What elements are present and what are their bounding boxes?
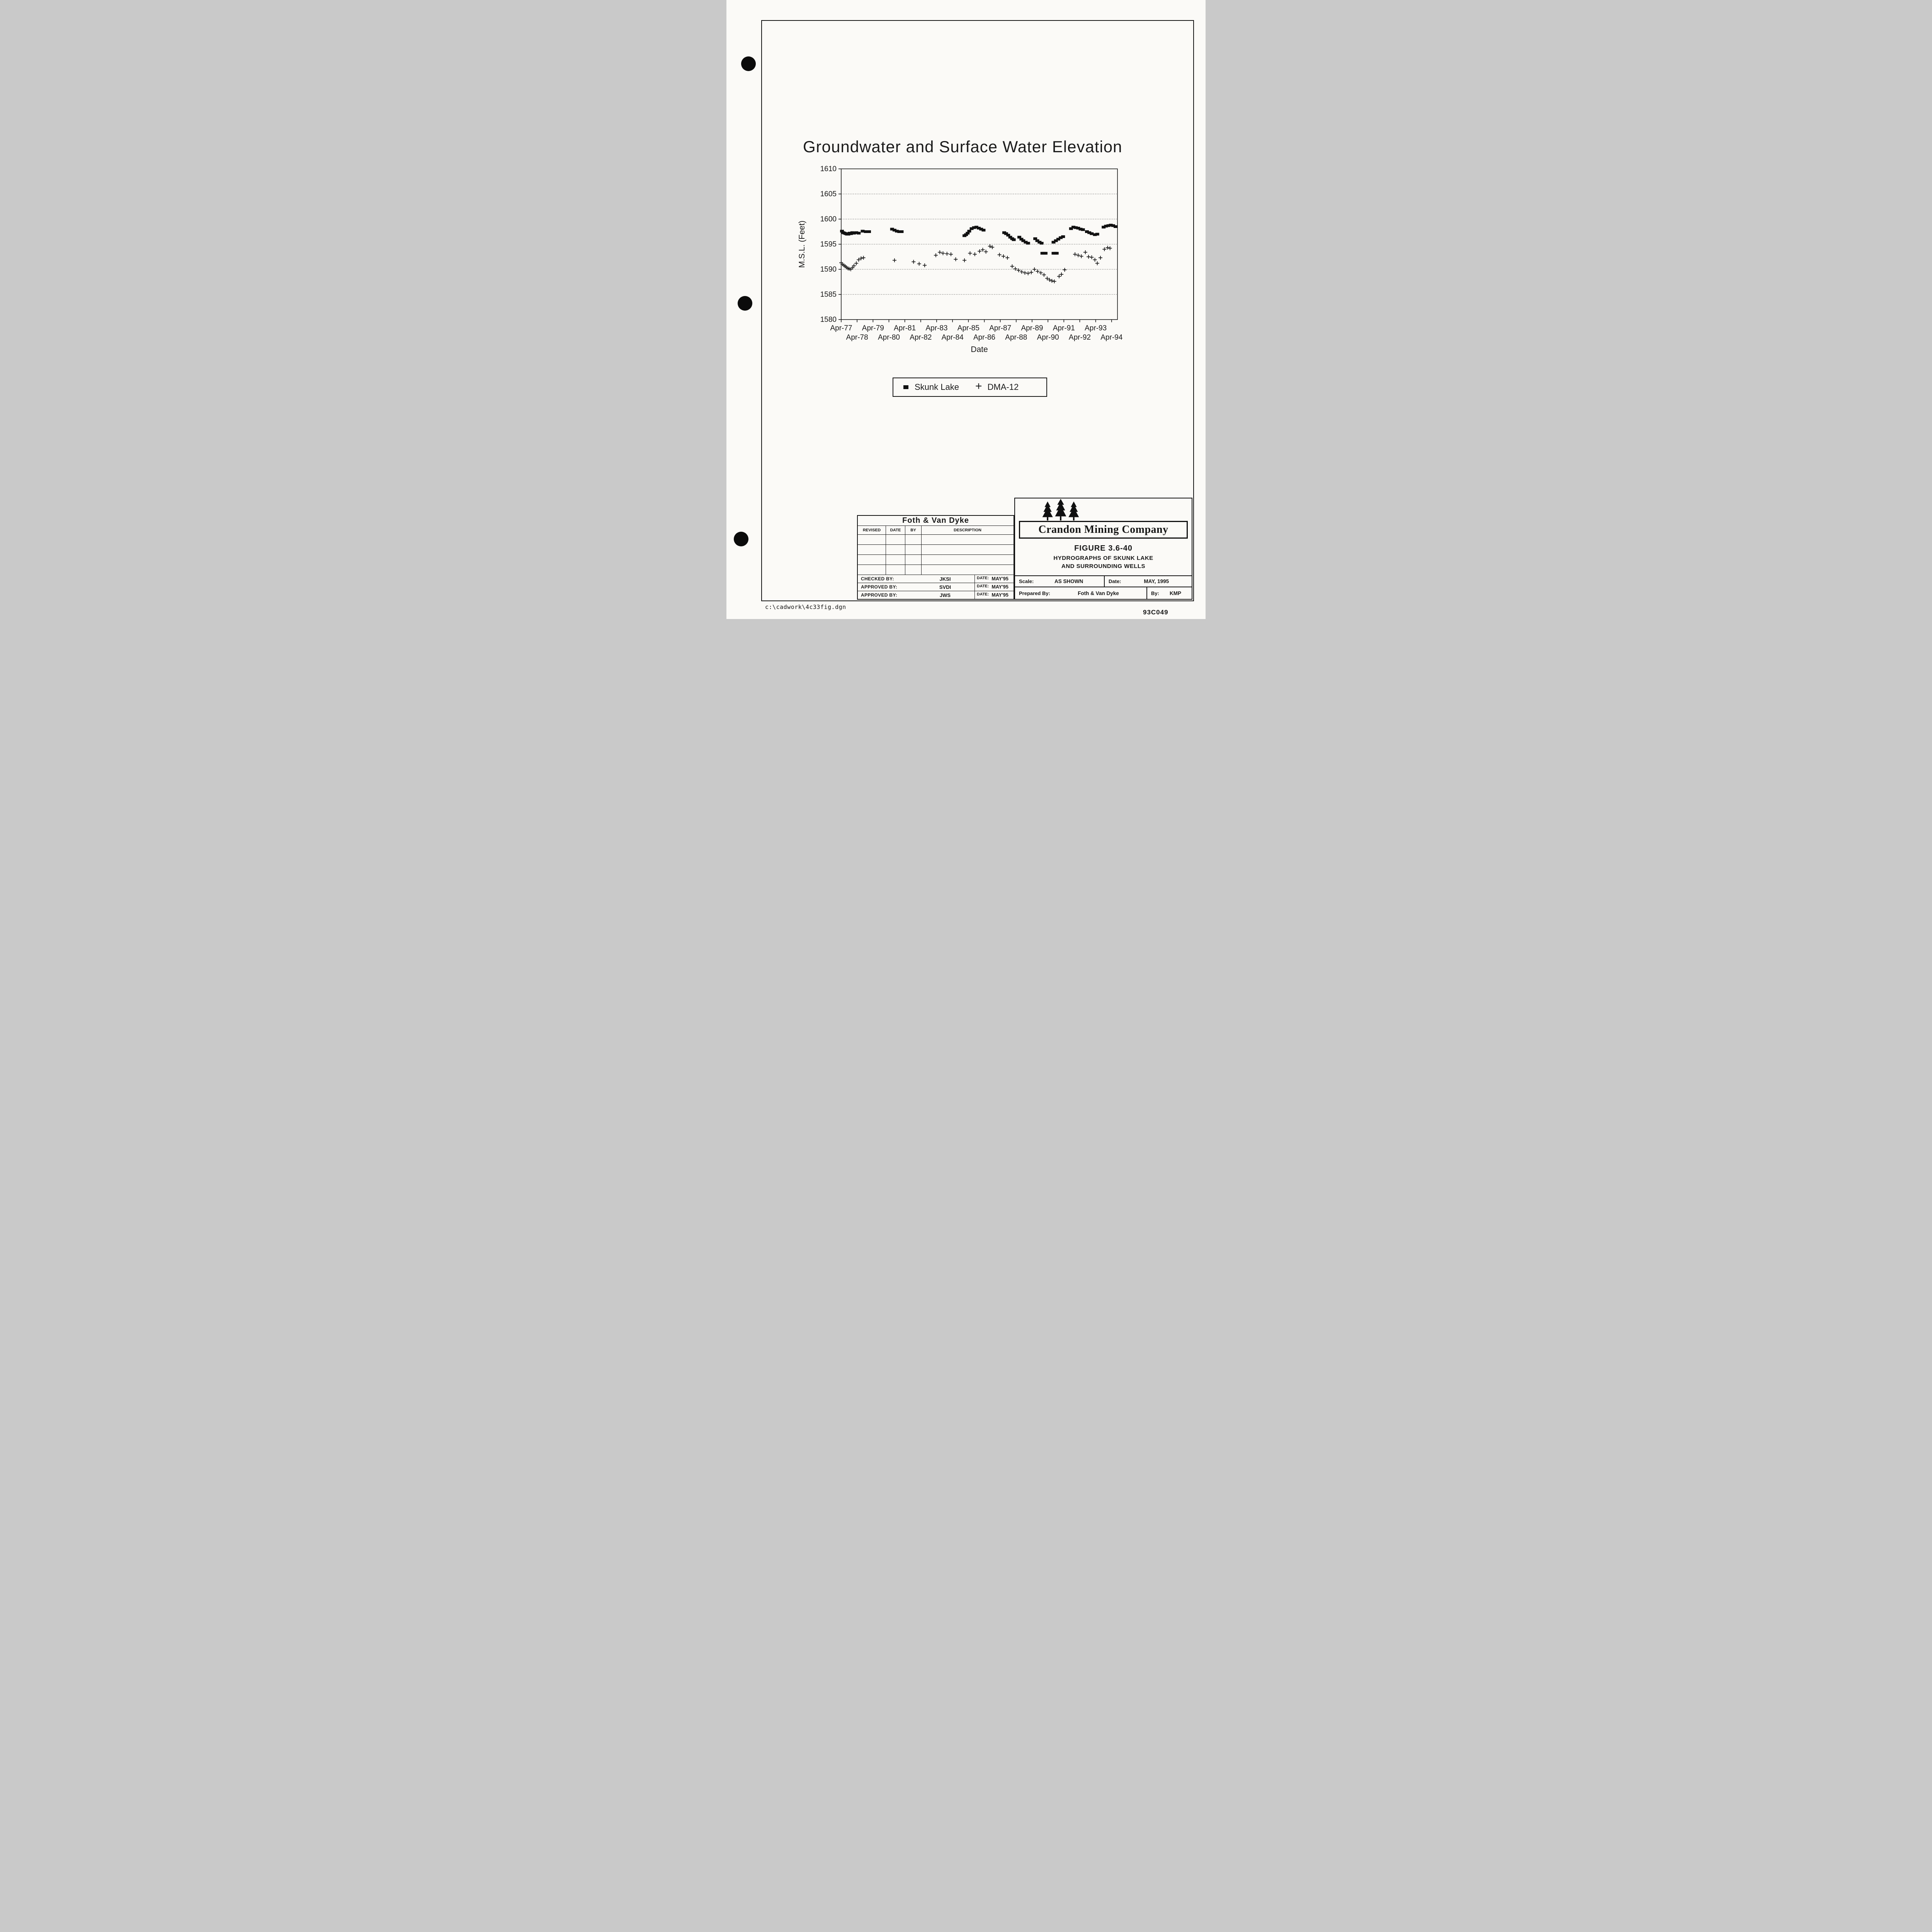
scale-value: AS SHOWN [1054, 578, 1083, 584]
by-label: By: [1151, 590, 1159, 596]
approved-by-name: JWS [916, 591, 975, 599]
svg-text:1610: 1610 [820, 165, 837, 173]
date-label: DATE: [977, 584, 989, 588]
figure-title-line2: AND SURROUNDING WELLS [1061, 563, 1146, 570]
approved-by-row: APPROVED BY: SVDI DATE: MAY'95 [858, 583, 1014, 591]
svg-text:Apr-85: Apr-85 [957, 324, 980, 332]
col-header-by: BY [905, 526, 921, 534]
svg-text:1600: 1600 [820, 215, 837, 223]
date-value: MAY'95 [992, 584, 1009, 590]
svg-text:Apr-89: Apr-89 [1021, 324, 1043, 332]
prepared-by-value: Foth & Van Dyke [1078, 590, 1119, 596]
approved-by-row: APPROVED BY: JWS DATE: MAY'95 [858, 591, 1014, 599]
svg-text:Apr-77: Apr-77 [830, 324, 852, 332]
date-label: Date: [1109, 578, 1121, 584]
binder-hole [734, 532, 748, 546]
company-name: Crandon Mining Company [1019, 521, 1188, 539]
svg-text:1595: 1595 [820, 240, 837, 248]
checked-by-row: CHECKED BY: JKSI DATE: MAY'95 [858, 575, 1014, 583]
svg-text:Apr-88: Apr-88 [1005, 333, 1027, 342]
revision-empty-row [858, 544, 1014, 554]
scale-label: Scale: [1019, 578, 1034, 584]
prepared-by-label: Prepared By: [1019, 590, 1050, 596]
svg-text:Date: Date [971, 345, 988, 354]
checked-by-label: CHECKED BY: [858, 575, 916, 583]
date-label: DATE: [977, 592, 989, 597]
sheet-border [761, 20, 1194, 601]
checked-by-date: DATE: MAY'95 [975, 575, 1014, 583]
svg-text:M.S.L. (Feet): M.S.L. (Feet) [798, 221, 806, 268]
approved-by-label: APPROVED BY: [858, 583, 916, 591]
svg-text:Apr-84: Apr-84 [942, 333, 964, 342]
col-header-description: DESCRIPTION [921, 526, 1014, 534]
square-marker-icon [903, 385, 908, 389]
figure-number: FIGURE 3.6-40 [1074, 544, 1133, 553]
binder-hole [738, 296, 752, 311]
revision-empty-row [858, 565, 1014, 575]
revision-table: Foth & Van Dyke REVISED DATE BY DESCRIPT… [857, 515, 1014, 600]
approved-by-date: DATE: MAY'95 [975, 583, 1014, 591]
svg-text:Apr-90: Apr-90 [1037, 333, 1059, 342]
prepared-by-row: Prepared By: Foth & Van Dyke By: KMP [1015, 587, 1192, 599]
svg-text:Apr-78: Apr-78 [846, 333, 868, 342]
col-header-revised: REVISED [858, 526, 886, 534]
svg-text:Apr-82: Apr-82 [910, 333, 932, 342]
svg-text:1605: 1605 [820, 190, 837, 198]
firm-name: Foth & Van Dyke [902, 516, 969, 525]
svg-text:Apr-93: Apr-93 [1085, 324, 1107, 332]
svg-text:Apr-80: Apr-80 [878, 333, 900, 342]
svg-text:Apr-86: Apr-86 [973, 333, 995, 342]
checked-by-name: JKSI [916, 575, 975, 583]
pine-trees-icon [1015, 498, 1192, 521]
date-value: MAY'95 [992, 592, 1009, 598]
revision-empty-row [858, 554, 1014, 565]
legend-label-dma-12: DMA-12 [987, 382, 1019, 392]
svg-text:Apr-91: Apr-91 [1053, 324, 1075, 332]
svg-text:1585: 1585 [820, 291, 837, 299]
svg-text:1580: 1580 [820, 316, 837, 324]
approved-by-name: SVDI [916, 583, 975, 591]
document-number: 93C049 [1143, 609, 1168, 616]
by-value: KMP [1169, 590, 1181, 596]
svg-text:Apr-87: Apr-87 [989, 324, 1011, 332]
figure-title: HYDROGRAPHS OF SKUNK LAKE AND SURROUNDIN… [1015, 554, 1192, 570]
figure-title-line1: HYDROGRAPHS OF SKUNK LAKE [1053, 555, 1153, 561]
company-title-block: Crandon Mining Company FIGURE 3.6-40 HYD… [1014, 498, 1192, 600]
svg-text:1590: 1590 [820, 265, 837, 274]
file-path: c:\cadwork\4c33fig.dgn [765, 604, 846, 611]
date-value: MAY, 1995 [1144, 578, 1169, 584]
svg-text:Apr-92: Apr-92 [1069, 333, 1091, 342]
binder-hole [741, 56, 756, 71]
drawing-sheet: Groundwater and Surface Water Elevation … [726, 0, 1206, 619]
svg-text:Apr-94: Apr-94 [1100, 333, 1122, 342]
legend-label-skunk-lake: Skunk Lake [915, 382, 959, 392]
svg-text:Apr-83: Apr-83 [925, 324, 947, 332]
approved-by-date: DATE: MAY'95 [975, 591, 1014, 599]
scale-date-row: Scale: AS SHOWN Date: MAY, 1995 [1015, 575, 1192, 587]
col-header-date: DATE [886, 526, 905, 534]
revision-empty-row [858, 534, 1014, 544]
svg-text:Apr-79: Apr-79 [862, 324, 884, 332]
chart-title: Groundwater and Surface Water Elevation [803, 138, 1122, 156]
date-value: MAY'95 [992, 576, 1009, 582]
date-label: DATE: [977, 576, 989, 580]
svg-text:Apr-81: Apr-81 [894, 324, 916, 332]
elevation-chart: 1580 1585 1590 1595 1600 1605 1610 Apr-77Apr-78… [798, 165, 1123, 354]
chart-legend: Skunk Lake + DMA-12 [893, 378, 1047, 397]
approved-by-label: APPROVED BY: [858, 591, 916, 599]
revision-table-headers: REVISED DATE BY DESCRIPTION [858, 526, 1014, 534]
